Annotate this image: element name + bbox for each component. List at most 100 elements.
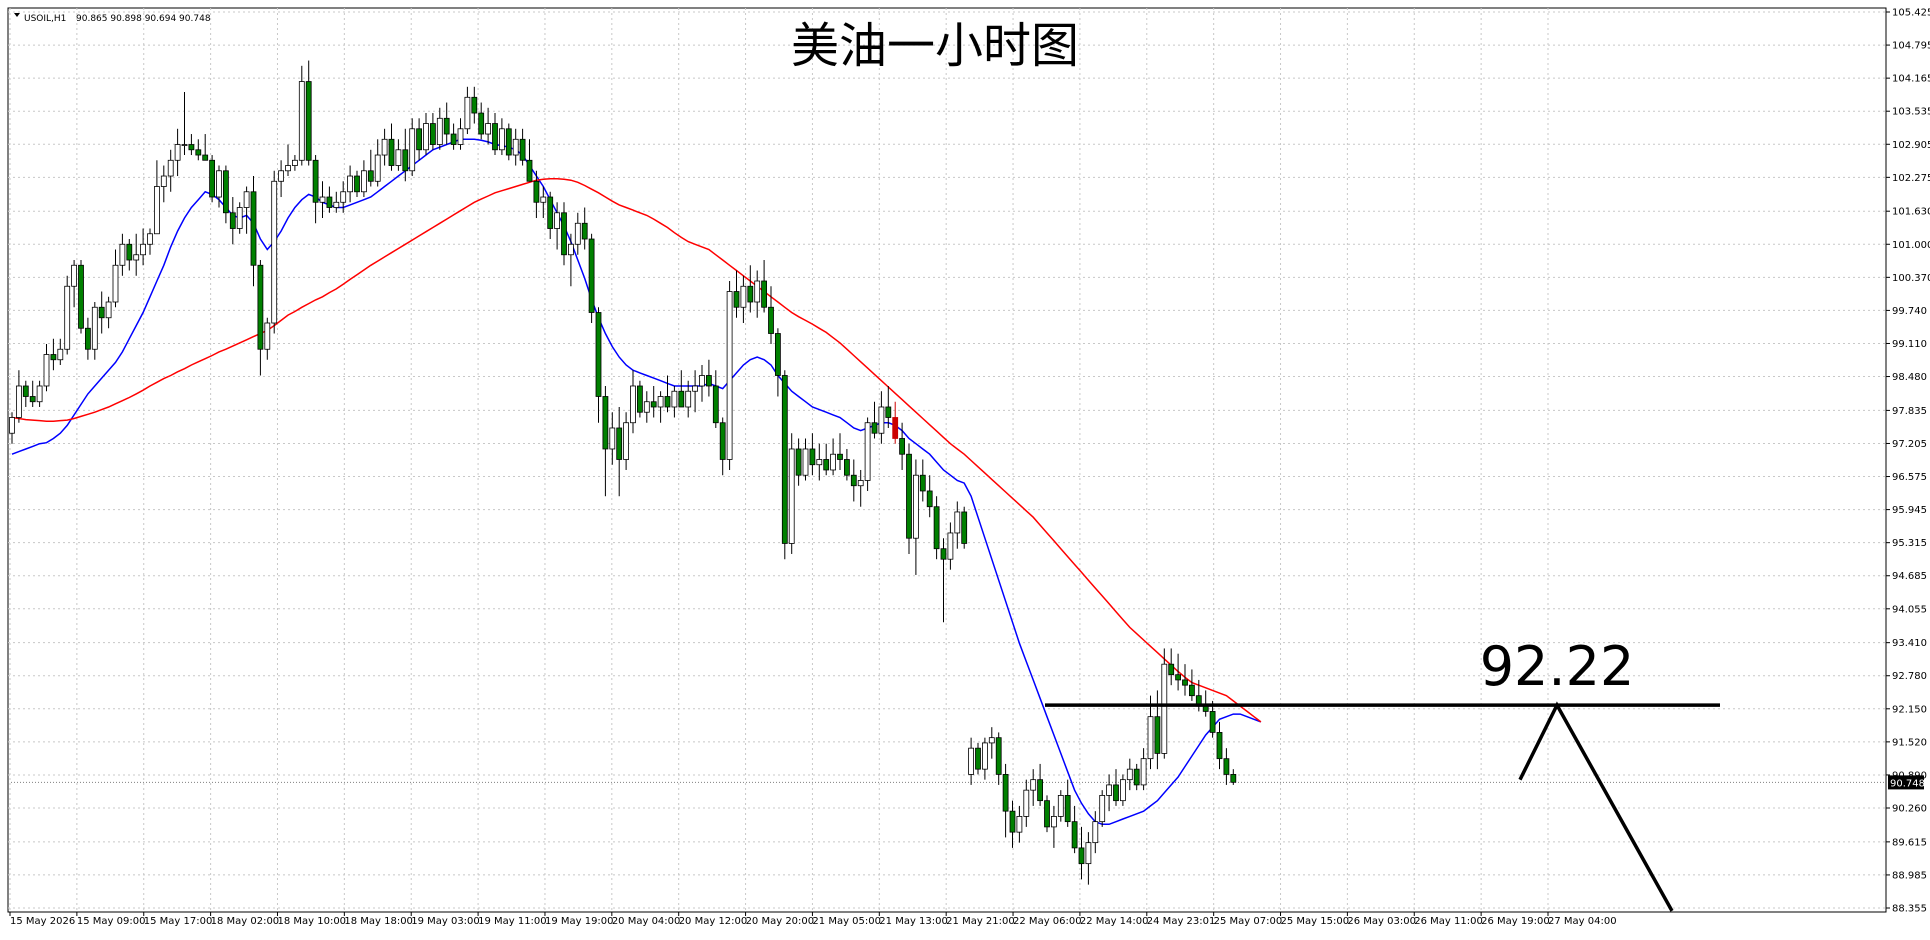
y-tick-label: 89.615 <box>1892 837 1927 848</box>
candle-body <box>940 548 947 560</box>
price-axis[interactable]: 105.425 104.795 104.165 103.535 102.905 102.2… <box>1886 8 1930 915</box>
y-tick-label: 97.835 <box>1892 406 1927 417</box>
candle-body <box>105 301 112 319</box>
candle-body <box>533 180 540 203</box>
candle-body <box>216 170 222 198</box>
candle-body <box>574 222 581 245</box>
candle-body <box>209 159 216 198</box>
candle-body <box>995 737 1002 775</box>
candle-body <box>71 264 77 287</box>
candle-body <box>1085 842 1092 865</box>
current-price-marker: 90.748 <box>1888 775 1925 790</box>
candle-body <box>954 511 961 534</box>
candle-body <box>464 96 471 130</box>
candle-body <box>174 144 181 161</box>
user-drawings[interactable] <box>1045 701 1720 912</box>
candle-body <box>202 154 209 161</box>
candle-body <box>492 123 498 151</box>
candle-body <box>1044 800 1050 828</box>
candle-body <box>857 480 864 487</box>
candle-body <box>98 306 105 319</box>
x-tick-label: 15 May 09:00 <box>77 916 146 927</box>
candle-body <box>181 144 188 146</box>
candle-body <box>395 149 402 166</box>
candle-body <box>285 165 291 172</box>
x-tick-label: 21 May 21:00 <box>946 916 1015 927</box>
candle-body <box>374 154 381 182</box>
candle-body <box>112 264 119 303</box>
y-tick-label: 102.275 <box>1892 173 1930 184</box>
moving-average-line <box>11 177 1262 723</box>
candle-body <box>616 427 623 460</box>
y-tick-label: 92.780 <box>1892 671 1927 682</box>
candle-body <box>795 448 802 476</box>
candle-body <box>961 511 968 544</box>
candle-body <box>360 170 367 193</box>
y-tick-label: 98.480 <box>1892 372 1927 383</box>
candle-body <box>1182 679 1188 686</box>
x-tick-label: 15 May 17:00 <box>144 916 213 927</box>
candle-body <box>50 354 57 361</box>
x-tick-label: 21 May 05:00 <box>812 916 881 927</box>
candle-body <box>719 422 726 460</box>
candle-body <box>975 747 981 770</box>
candle-body <box>78 264 84 329</box>
candle-body <box>726 291 733 460</box>
current-price-bg <box>1888 775 1924 790</box>
candle-body <box>402 149 409 172</box>
candle-body <box>36 385 43 403</box>
candle-body <box>754 280 761 303</box>
candle-body <box>588 238 595 313</box>
x-tick-label: 18 May 02:00 <box>211 916 280 927</box>
candle-body <box>9 417 15 434</box>
candle-body <box>153 186 160 235</box>
candle-body <box>823 459 830 471</box>
candle-body <box>1161 663 1168 754</box>
plot-frame <box>7 7 1887 913</box>
candle-body <box>899 438 905 455</box>
candle-body <box>802 448 809 476</box>
candle-body <box>547 196 554 229</box>
candle-body <box>257 264 264 350</box>
candle-body <box>643 401 650 413</box>
candle-body <box>126 243 133 261</box>
x-tick-label: 20 May 20:00 <box>746 916 815 927</box>
candle-body <box>264 322 271 350</box>
y-tick-label: 91.520 <box>1892 737 1927 748</box>
candle-body <box>844 459 850 476</box>
y-tick-label: 95.315 <box>1892 538 1927 549</box>
candle-body <box>768 306 774 334</box>
y-tick-label: 88.355 <box>1892 904 1927 915</box>
candle-body <box>333 201 340 208</box>
x-tick-label: 19 May 11:00 <box>478 916 547 927</box>
candle-body <box>312 159 319 203</box>
candle-body <box>706 375 712 387</box>
dropdown-triangle-icon[interactable] <box>14 13 20 17</box>
candle-body <box>650 401 657 408</box>
candle-body <box>947 532 954 560</box>
candle-body <box>1092 821 1099 844</box>
candle-body <box>892 417 899 439</box>
candle-body <box>1120 779 1126 802</box>
x-tick-label: 18 May 10:00 <box>277 916 346 927</box>
candle-body <box>1154 716 1161 754</box>
candle-body <box>291 159 298 166</box>
candle-body <box>747 285 754 303</box>
candle-body <box>781 375 788 544</box>
candle-body <box>409 128 416 172</box>
candle-body <box>837 453 843 460</box>
x-tick-label: 22 May 06:00 <box>1013 916 1082 927</box>
x-tick-label: 22 May 14:00 <box>1080 916 1149 927</box>
candle-body <box>850 474 857 487</box>
candle-body <box>685 390 692 408</box>
candle-body <box>250 191 257 266</box>
candle-body <box>388 138 395 166</box>
candle-body <box>1051 816 1057 828</box>
y-tick-label: 101.000 <box>1892 240 1930 251</box>
candle-body <box>498 128 505 151</box>
candle-body <box>699 375 705 387</box>
candle-body <box>864 422 871 481</box>
candle-body <box>740 285 747 308</box>
